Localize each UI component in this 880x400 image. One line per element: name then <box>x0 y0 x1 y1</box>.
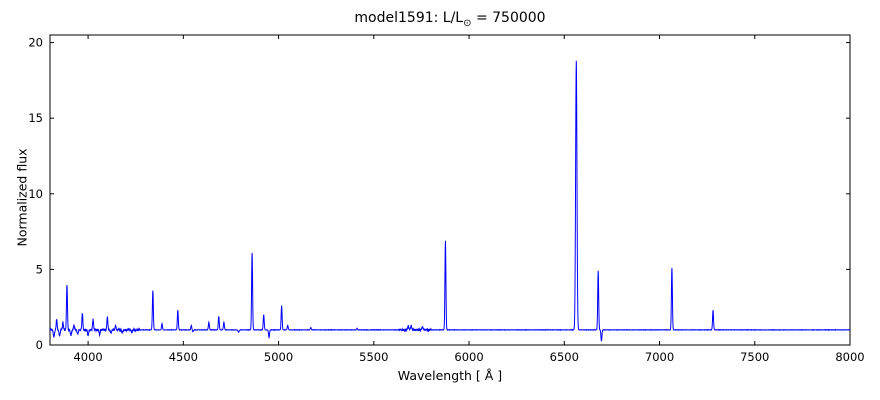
y-tick-label: 5 <box>36 262 43 276</box>
y-tick-label: 10 <box>28 187 43 201</box>
x-tick-label: 4000 <box>73 350 102 364</box>
chart-title-prefix: model1591: L/L <box>354 10 464 26</box>
x-tick-label: 8000 <box>835 350 864 364</box>
y-tick-label: 0 <box>36 338 43 352</box>
x-tick-label: 7000 <box>645 350 674 364</box>
x-tick-label: 6000 <box>454 350 483 364</box>
sun-symbol: ⊙ <box>463 17 472 29</box>
x-tick-label: 5500 <box>359 350 388 364</box>
axes-frame <box>49 34 851 346</box>
x-tick-label: 6500 <box>550 350 579 364</box>
x-axis-label: Wavelength [ Å ] <box>397 368 503 383</box>
x-tick-label: 7500 <box>740 350 769 364</box>
y-axis-label: Normalized flux <box>14 148 30 247</box>
y-tick-label: 20 <box>28 36 43 50</box>
x-tick-label: 4500 <box>169 350 198 364</box>
spectrum-line <box>49 60 851 342</box>
chart-title: model1591: L/L⊙ = 750000 <box>50 10 850 29</box>
y-tick-label: 15 <box>28 111 43 125</box>
x-tick-label: 5000 <box>264 350 293 364</box>
chart-title-suffix: = 750000 <box>471 10 546 26</box>
